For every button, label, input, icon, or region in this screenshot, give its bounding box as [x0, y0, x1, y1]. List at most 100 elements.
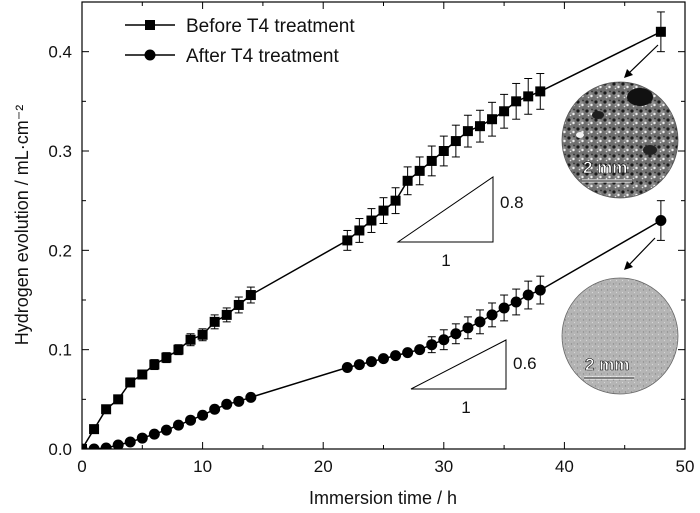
- data-point-circle: [450, 328, 462, 340]
- data-point-circle: [341, 362, 353, 374]
- data-point-square: [511, 96, 522, 107]
- data-point-square: [113, 394, 124, 405]
- data-point-square: [462, 126, 473, 137]
- y-axis-title: Hydrogen evolution / mL·cm⁻²: [12, 105, 32, 346]
- data-point-square: [101, 404, 112, 415]
- legend-marker-square: [145, 20, 155, 30]
- slope-rise-upper: 0.8: [500, 193, 524, 212]
- data-point-circle: [160, 424, 172, 436]
- data-point-circle: [474, 316, 486, 328]
- x-tick-label: 40: [555, 457, 574, 476]
- data-point-square: [414, 165, 425, 176]
- micrograph-after-t4: 2 mm: [561, 277, 679, 395]
- slope-triangle-lower: 0.6 1: [410, 339, 537, 417]
- data-point-circle: [462, 322, 474, 334]
- x-tick-labels: 0 10 20 30 40 50: [77, 457, 694, 476]
- data-point-circle: [414, 344, 426, 356]
- axis-ticks: [81, 1, 686, 450]
- data-point-square: [535, 86, 546, 97]
- data-point-circle: [378, 353, 389, 365]
- slope-run-upper: 1: [441, 251, 450, 270]
- y-tick-labels: 0.0 0.1 0.2 0.3 0.4: [48, 43, 72, 459]
- series-before-t4: [82, 11, 666, 449]
- series-line: [82, 31, 662, 449]
- series-after-t4: [82, 200, 667, 449]
- data-point-square: [487, 114, 498, 125]
- data-point-circle: [655, 215, 667, 227]
- data-point-square: [342, 235, 353, 246]
- data-point-square: [474, 121, 485, 132]
- data-point-square: [197, 329, 208, 340]
- data-point-square: [655, 26, 666, 37]
- legend-entry-before-t4: Before T4 treatment: [125, 16, 355, 37]
- data-point-circle: [498, 302, 510, 314]
- data-point-square: [233, 299, 244, 310]
- data-point-circle: [136, 432, 148, 444]
- x-tick-label: 30: [434, 457, 453, 476]
- data-point-circle: [221, 398, 233, 410]
- data-point-circle: [426, 339, 438, 351]
- data-point-circle: [112, 439, 124, 449]
- data-point-square: [523, 91, 534, 102]
- data-point-square: [402, 175, 413, 186]
- y-tick-label: 0.2: [48, 241, 72, 260]
- legend-marker-circle: [144, 49, 156, 61]
- data-point-circle: [124, 436, 136, 448]
- data-point-circle: [209, 403, 221, 415]
- data-point-circle: [353, 359, 365, 371]
- data-point-circle: [534, 284, 546, 296]
- data-point-circle: [88, 443, 100, 449]
- data-point-circle: [522, 289, 534, 301]
- legend-label-before-t4: Before T4 treatment: [186, 16, 355, 37]
- data-point-square: [450, 136, 461, 147]
- series-layer: [82, 11, 667, 449]
- x-axis-title: Immersion time / h: [309, 488, 457, 508]
- slope-rise-lower: 0.6: [513, 354, 537, 373]
- data-point-circle: [390, 350, 402, 362]
- data-point-circle: [438, 334, 450, 346]
- data-point-circle: [185, 414, 197, 426]
- scale-label-upper: 2 mm: [583, 158, 627, 177]
- arrow-lower: [624, 237, 656, 270]
- legend: Before T4 treatment After T4 treatment: [125, 16, 355, 67]
- legend-entry-after-t4: After T4 treatment: [125, 46, 339, 67]
- data-point-circle: [245, 391, 257, 403]
- x-tick-label: 50: [676, 457, 695, 476]
- data-point-square: [185, 334, 196, 345]
- data-point-circle: [365, 356, 377, 368]
- data-point-circle: [172, 419, 184, 431]
- x-tick-label: 20: [314, 457, 333, 476]
- data-point-square: [354, 225, 365, 236]
- slope-triangle-upper: 0.8 1: [396, 176, 524, 270]
- data-point-square: [221, 309, 232, 320]
- data-point-circle: [148, 428, 160, 440]
- data-point-circle: [197, 409, 209, 421]
- data-point-circle: [486, 309, 498, 321]
- x-tick-label: 0: [77, 457, 86, 476]
- data-point-square: [390, 195, 401, 206]
- data-point-square: [149, 359, 160, 370]
- data-point-square: [209, 316, 220, 327]
- data-point-square: [366, 215, 377, 226]
- data-point-square: [137, 369, 148, 380]
- scale-label-lower: 2 mm: [585, 355, 629, 374]
- data-point-square: [438, 146, 449, 156]
- data-point-square: [378, 205, 389, 216]
- data-point-square: [499, 106, 510, 117]
- data-point-square: [125, 377, 136, 388]
- slope-run-lower: 1: [461, 398, 470, 417]
- data-point-circle: [100, 442, 112, 449]
- legend-label-after-t4: After T4 treatment: [186, 46, 339, 67]
- y-tick-label: 0.1: [48, 341, 72, 360]
- data-point-square: [173, 344, 184, 355]
- y-tick-label: 0.3: [48, 142, 72, 161]
- data-point-square: [89, 424, 100, 435]
- x-tick-label: 10: [193, 457, 212, 476]
- data-point-circle: [510, 296, 522, 308]
- data-point-circle: [233, 395, 245, 407]
- y-tick-label: 0.4: [48, 43, 72, 62]
- data-point-square: [245, 290, 256, 301]
- micrograph-before-t4: 2 mm: [561, 81, 679, 199]
- data-point-square: [426, 155, 437, 166]
